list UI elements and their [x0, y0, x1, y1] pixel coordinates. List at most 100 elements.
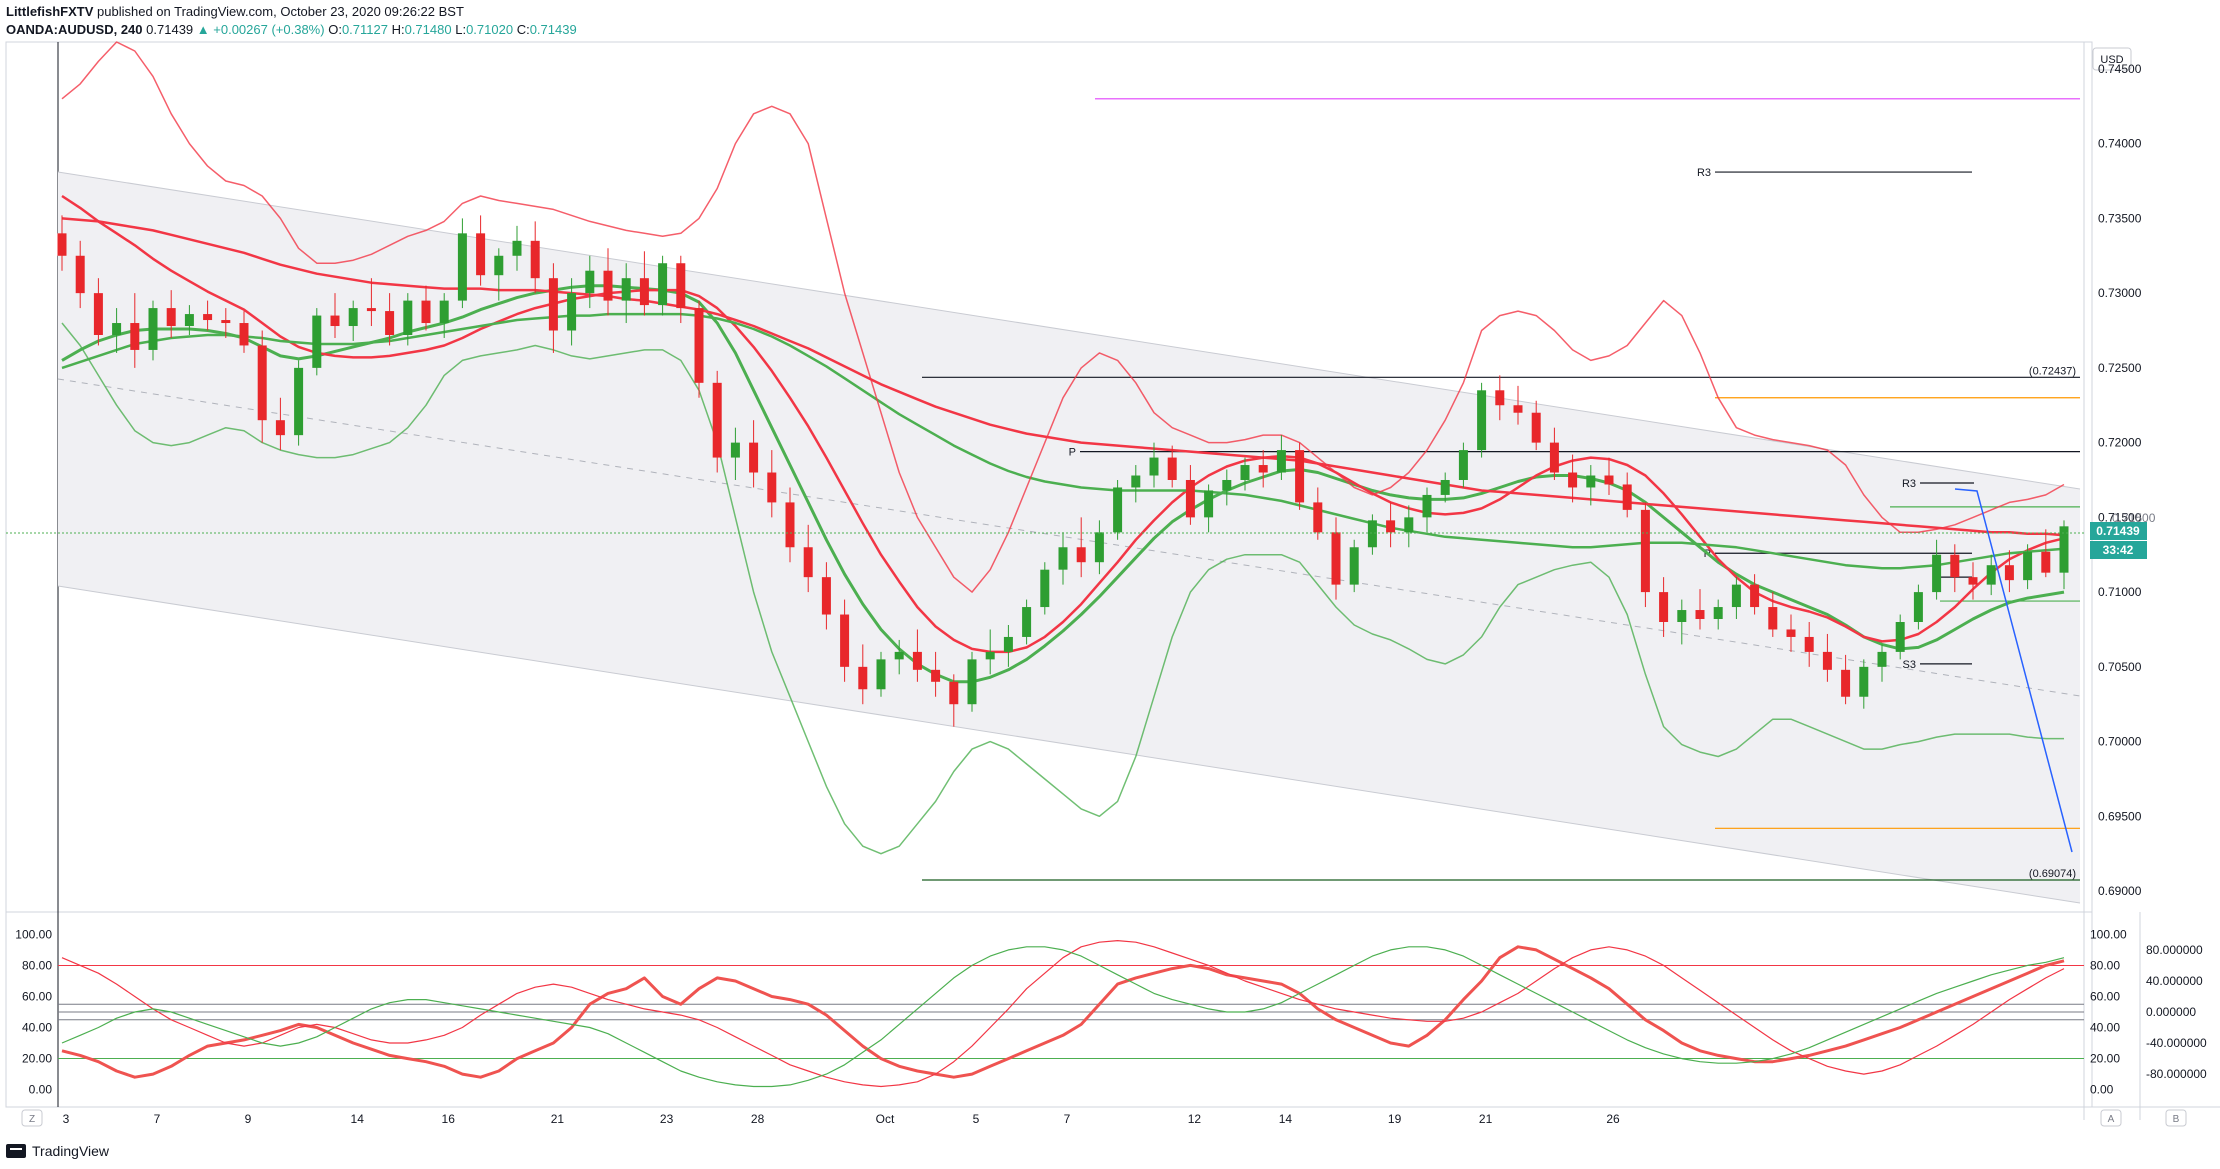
time-axis[interactable]: 3 7 9 14 16 21 23 28 Oct 5 7 12 14 19 21 26 — [63, 1112, 1620, 1126]
candle-body — [803, 547, 813, 578]
candle-body — [2004, 565, 2014, 581]
candle-body — [840, 614, 850, 667]
candle-body — [203, 314, 213, 321]
oscillator-series-0 — [61, 945, 2065, 1079]
candle-body — [1568, 472, 1578, 488]
tradingview-logo-icon — [6, 1144, 26, 1158]
current-price-badge-text: 0.71439 — [2096, 524, 2140, 538]
currency-badge[interactable] — [2092, 47, 2132, 71]
projection-path[interactable] — [1954, 488, 2073, 853]
price-tick-label: 0.74500 — [2098, 62, 2142, 76]
candle-body — [1731, 584, 1741, 608]
oscillator-pane-frame — [5, 911, 2093, 1108]
osc-far-right-tick: 80.000000 — [2146, 943, 2203, 957]
candle-body — [1622, 484, 1632, 510]
auto-scale-button[interactable] — [2100, 1109, 2122, 1127]
candle-body — [1495, 390, 1505, 406]
candle-body — [2023, 551, 2033, 581]
candle-body — [1040, 569, 1050, 608]
candle-body — [439, 300, 449, 324]
candle-body — [1659, 592, 1669, 622]
candle-body — [1549, 442, 1559, 473]
high-value: 0.71480 — [404, 22, 452, 37]
level-label: P — [1069, 447, 1076, 459]
candle-body — [1786, 629, 1796, 637]
candle-body — [1477, 390, 1487, 451]
candle-body — [312, 315, 322, 368]
low-label: L: — [455, 22, 467, 37]
oscillator-far-right-axis: 80.000000 40.000000 0.000000 -40.000000 -80.… — [2146, 943, 2207, 1081]
candle-body — [1986, 565, 1996, 585]
candle-body — [1877, 651, 1887, 667]
time-tick-label: 16 — [442, 1112, 456, 1126]
osc-far-right-tick: -80.000000 — [2146, 1067, 2207, 1081]
oscillator-lines — [61, 939, 2065, 1088]
price-tick-label: 0.71500 — [2098, 510, 2142, 524]
indicator-series-4 — [61, 41, 2065, 593]
candle-body — [603, 270, 613, 301]
candle-body — [1713, 607, 1723, 620]
candle-body — [876, 659, 886, 690]
candle-body — [985, 651, 995, 660]
candle-body — [1149, 457, 1159, 476]
tradingview-brand[interactable]: TradingView — [6, 1143, 109, 1159]
price-tick-label: 0.69500 — [2098, 809, 2142, 823]
price-change: ▲ +0.00267 (+0.38%) — [196, 22, 325, 37]
candle-body — [1313, 502, 1323, 533]
candle-body — [57, 233, 67, 256]
candle-body — [1404, 517, 1414, 533]
last-price: 0.71439 — [146, 22, 194, 37]
b-button[interactable] — [2165, 1109, 2187, 1127]
candle-body — [257, 345, 267, 421]
candle-body — [421, 300, 431, 324]
candle-body — [348, 308, 358, 327]
osc-far-right-tick: -40.000000 — [2146, 1036, 2207, 1050]
time-tick-label: 14 — [351, 1112, 365, 1126]
time-tick-label: 9 — [245, 1112, 252, 1126]
candle-body — [1895, 622, 1905, 652]
candle-body — [1276, 450, 1286, 473]
low-value: 0.71020 — [466, 22, 514, 37]
candle-body — [1331, 532, 1341, 585]
price-axis[interactable]: 0.74500 0.74000 0.73500 0.73000 0.72500 0.720… — [2098, 62, 2142, 898]
close-label: C: — [516, 22, 530, 37]
candle-body — [130, 323, 140, 350]
osc-right-tick: 40.00 — [2090, 1021, 2120, 1035]
close-value: 0.71439 — [529, 22, 577, 37]
time-tick-label: 14 — [1279, 1112, 1293, 1126]
candle-body — [166, 308, 176, 327]
candle-body — [1422, 494, 1432, 518]
candle-body — [1531, 412, 1541, 443]
candle-body — [148, 308, 158, 350]
author-name[interactable]: LittlefishFXTV — [6, 4, 94, 19]
candle-body — [730, 442, 740, 458]
candle-body — [112, 323, 122, 335]
candle-body — [949, 681, 959, 705]
countdown-badge — [2090, 541, 2147, 559]
candle-body — [567, 293, 577, 331]
candle-body — [858, 666, 868, 690]
candle-body — [75, 255, 85, 294]
candle-body — [366, 308, 376, 312]
candle-body — [1185, 479, 1195, 518]
open-value: 0.71127 — [341, 22, 388, 37]
candle-body — [585, 270, 595, 294]
zoom-button[interactable] — [21, 1109, 43, 1127]
candle-body — [1240, 465, 1250, 480]
candle-body — [2059, 526, 2069, 573]
price-tick-label: 0.73500 — [2098, 211, 2142, 225]
candle-body — [221, 320, 231, 324]
candle-body — [1022, 607, 1032, 637]
candle-body — [403, 300, 413, 335]
time-tick-label: 19 — [1388, 1112, 1402, 1126]
time-tick-label: 23 — [660, 1112, 674, 1126]
auto-scale-button-label: A — [2108, 1114, 2115, 1125]
candle-body — [1258, 465, 1268, 473]
osc-right-tick: 0.00 — [2090, 1083, 2114, 1097]
osc-left-tick: 100.00 — [15, 927, 52, 941]
candle-body — [1349, 547, 1359, 585]
price-tick-label: 0.70500 — [2098, 660, 2142, 674]
candle-body — [1640, 509, 1650, 593]
osc-left-tick: 40.00 — [22, 1021, 52, 1035]
